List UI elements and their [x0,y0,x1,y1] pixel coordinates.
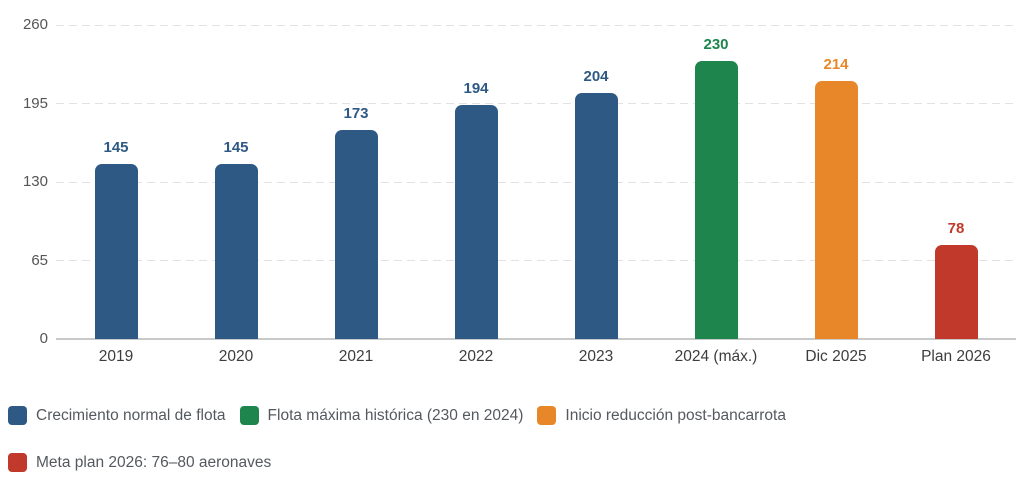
x-axis-category-label: 2023 [578,348,614,365]
chart-legend-row-2: Meta plan 2026: 76–80 aeronaves [8,453,271,472]
bar-value-label: 194 [463,79,489,97]
gridline [56,103,1016,104]
bar-value-label: 78 [947,219,965,237]
legend-label: Inicio reducción post-bancarrota [565,407,786,424]
chart-legend-row-1: Crecimiento normal de flota Flota máxima … [8,406,786,425]
bar-value-label: 145 [103,138,129,156]
bar-2021 [334,130,378,339]
bar-dic-2025 [814,80,858,339]
x-axis-category-label: 2022 [458,348,494,365]
legend-item: Meta plan 2026: 76–80 aeronaves [8,453,271,472]
legend-item: Inicio reducción post-bancarrota [537,406,786,425]
x-axis-line [56,338,1016,340]
legend-item: Crecimiento normal de flota [8,406,226,425]
legend-label: Crecimiento normal de flota [36,407,226,424]
x-axis-category-label: Plan 2026 [921,348,991,365]
gridline [56,260,1016,261]
legend-swatch [8,406,27,425]
gridline [56,181,1016,183]
y-axis-tick-label: 65 [31,251,48,269]
gridline [56,24,1016,26]
legend-item: Flota máxima histórica (230 en 2024) [239,406,524,425]
x-axis-category-label: Dic 2025 [805,348,867,365]
x-axis-category-label: 2019 [98,348,134,365]
y-axis-tick-label: 0 [39,330,48,347]
bar-plan-2026 [934,244,978,339]
x-axis-category-label: 2020 [218,348,254,365]
bar-value-label: 173 [343,105,369,123]
bar-value-label: 145 [223,138,249,156]
bar-2023 [574,92,618,339]
x-axis-category-label: 2024 (máx.) [674,348,758,365]
x-axis-category-label: 2021 [338,348,374,365]
bar-2022 [454,104,498,339]
bar-value-label: 230 [703,36,729,54]
bar-value-label: 214 [823,55,849,73]
legend-swatch [239,406,259,425]
legend-label: Flota máxima histórica (230 en 2024) [267,407,524,424]
legend-swatch [537,406,557,425]
bar-value-label: 204 [583,67,609,85]
y-axis-tick-label: 130 [22,173,48,190]
bar-2019 [94,163,138,339]
y-axis-tick-label: 260 [22,16,48,33]
legend-label: Meta plan 2026: 76–80 aeronaves [36,454,272,471]
y-axis-tick-label: 195 [22,94,48,112]
bar-2024-m-x [694,61,738,339]
bar-2020 [214,163,258,339]
chart-plot-area: 0 65 130 195 260 145 2019 145 2020 173 2021 194 2022… [22,16,1016,365]
legend-swatch [8,453,27,472]
